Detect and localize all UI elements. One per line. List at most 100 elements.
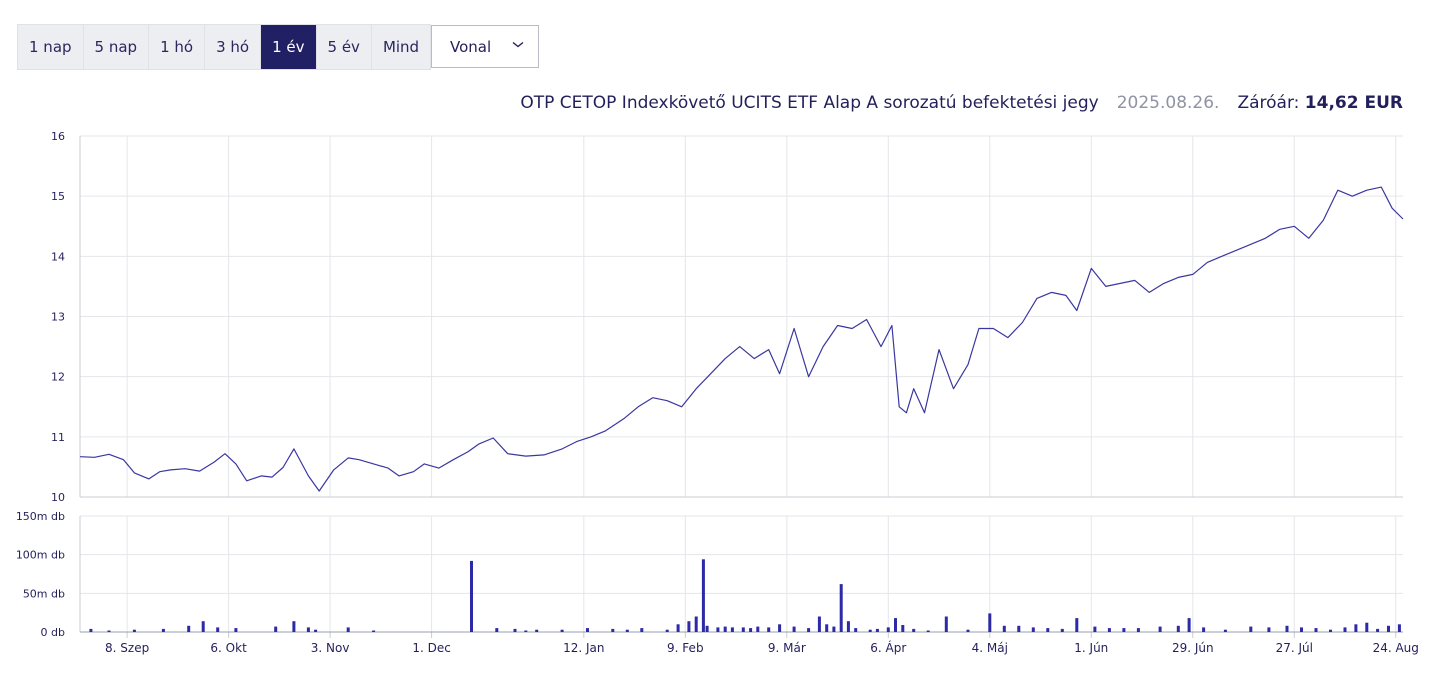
volume-bar [346,627,350,632]
volume-bar [187,625,191,632]
range-button-all[interactable]: Mind [382,38,420,56]
volume-bar [868,629,872,632]
volume-bar [846,621,850,632]
volume-bar [1017,625,1021,632]
volume-bar [705,625,709,632]
volume-y-tick-label: 100m db [16,549,65,562]
volume-bar [665,629,669,632]
volume-bar [586,628,589,632]
volume-bar [1202,627,1206,632]
volume-y-tick-label: 0 db [41,626,65,639]
volume-bar [1387,625,1390,632]
volume-bar [825,624,829,632]
volume-bar [234,628,238,632]
volume-bar [1046,628,1050,632]
volume-bar [944,616,948,632]
quote-date: 2025.08.26. [1116,93,1220,113]
price-y-tick-label: 15 [51,190,65,203]
volume-bar [201,621,205,632]
volume-bar [912,628,916,632]
range-button-1-month[interactable]: 1 hó [149,25,206,69]
volume-bar [314,629,318,632]
volume-bar [1060,628,1064,632]
range-button-5-days[interactable]: 5 nap [84,25,150,69]
volume-bar [640,628,644,632]
x-tick-label: 6. Okt [210,641,247,655]
price-y-tick-label: 14 [51,250,65,263]
volume-bar [524,630,528,632]
volume-bar [756,626,760,632]
volume-bar [1285,625,1289,632]
volume-bar [513,628,517,632]
volume-y-tick-label: 50m db [23,587,65,600]
volume-bar [1002,625,1006,632]
price-y-tick-label: 10 [51,491,65,504]
volume-bar [1343,627,1347,632]
volume-bar [1397,624,1401,632]
volume-bar [886,627,890,632]
volume-bar [894,618,897,632]
volume-bar [875,628,879,632]
volume-bar [854,628,858,632]
volume-bar [1223,629,1227,632]
x-tick-label: 4. Máj [972,641,1008,655]
volume-bar [1187,618,1191,632]
volume-bar [778,624,782,632]
x-tick-label: 24. Aug [1373,641,1419,655]
volume-bar [988,613,992,632]
price-y-tick-label: 16 [51,130,65,143]
volume-bar [495,628,499,632]
fund-name: OTP CETOP Indexkövető UCITS ETF Alap A s… [520,93,1099,113]
volume-bar [694,616,698,632]
volume-bar [216,627,220,632]
close-price-label: Záróár: [1237,93,1300,113]
volume-bar [1249,626,1253,632]
x-tick-label: 29. Jún [1172,641,1214,655]
fund-info: OTP CETOP Indexkövető UCITS ETF Alap A s… [520,93,1403,113]
volume-bar [676,624,680,632]
x-tick-label: 1. Jún [1074,641,1108,655]
volume-bar [611,628,615,632]
volume-bar [687,621,691,632]
volume-bar [1075,618,1079,632]
volume-bar [1093,626,1097,632]
chart-type-select[interactable]: Vonal [431,25,539,68]
x-tick-label: 8. Szep [105,641,149,655]
range-button-3-months[interactable]: 3 hó [205,25,262,69]
volume-bar [1158,626,1162,632]
volume-bar [1031,627,1035,632]
volume-bar [161,628,165,632]
volume-bar [470,560,473,632]
x-tick-label: 1. Dec [412,641,450,655]
volume-bar [1354,624,1358,632]
volume-bar [1176,625,1180,632]
volume-bar [535,629,539,632]
volume-bar [132,629,136,632]
x-tick-label: 6. Ápr [870,640,906,655]
volume-bar [274,626,278,632]
volume-bar [767,627,771,632]
volume-bar [1300,627,1303,632]
volume-bar [832,626,836,632]
chart-type-value: Vonal [450,37,492,56]
volume-bar [701,559,705,632]
range-button-1-day[interactable]: 1 nap [18,25,84,69]
price-series-line [79,186,1404,492]
range-button-1-year[interactable]: 1 év [261,25,317,69]
time-range-selector: 1 nap 5 nap 1 hó 3 hó 1 év 5 év Mind [17,24,432,70]
chevron-down-icon [512,38,524,52]
volume-bar [107,630,111,632]
volume-bar [89,628,93,632]
volume-bar [926,630,930,632]
volume-bar [716,627,720,632]
close-price-value: 14,62 EUR [1304,93,1403,113]
x-tick-label: 9. Feb [667,641,704,655]
volume-bar [817,616,821,632]
volume-bar [1329,629,1332,632]
range-button-5-years[interactable]: 5 év [317,25,372,69]
volume-bar [1122,628,1126,632]
volume-bar [625,629,629,632]
volume-bar [1267,627,1271,632]
volume-bar [1365,622,1369,632]
